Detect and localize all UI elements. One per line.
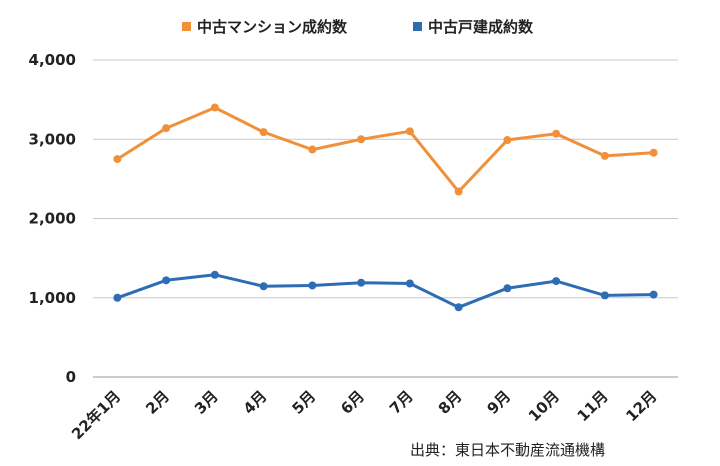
data-point-0 bbox=[210, 103, 219, 112]
y-tick-label: 4,000 bbox=[29, 51, 76, 69]
x-tick-label: 12月 bbox=[622, 387, 660, 425]
x-axis-ticks: 22年1月 2月 3月 4月 5月 6月 7月 8月 9月 10月 11月 12月 bbox=[68, 387, 660, 443]
data-point-0 bbox=[357, 135, 366, 144]
x-tick-label: 11月 bbox=[574, 387, 612, 425]
data-point-1 bbox=[357, 278, 366, 287]
data-point-1 bbox=[259, 282, 268, 291]
y-tick-label: 0 bbox=[66, 368, 76, 386]
x-tick-label: 4月 bbox=[240, 387, 271, 418]
x-tick-label: 9月 bbox=[483, 387, 514, 418]
x-tick-label: 22年1月 bbox=[68, 387, 124, 443]
y-axis-ticks: 4,000 3,000 2,000 1,000 0 bbox=[29, 51, 76, 386]
data-point-1 bbox=[308, 281, 317, 290]
data-point-0 bbox=[113, 155, 122, 164]
legend-swatch-house bbox=[413, 22, 422, 31]
data-point-1 bbox=[113, 293, 122, 302]
y-tick-label: 1,000 bbox=[29, 289, 76, 307]
data-point-0 bbox=[552, 129, 561, 138]
data-point-0 bbox=[259, 128, 268, 137]
data-point-0 bbox=[503, 136, 512, 145]
x-tick-label: 8月 bbox=[435, 387, 466, 418]
y-tick-label: 2,000 bbox=[29, 210, 76, 228]
data-point-0 bbox=[308, 145, 317, 154]
data-point-1 bbox=[552, 277, 561, 286]
data-point-0 bbox=[649, 148, 658, 157]
legend: 中古マンション成約数 中古戸建成約数 bbox=[182, 18, 534, 36]
x-tick-label: 7月 bbox=[386, 387, 417, 418]
data-point-0 bbox=[405, 127, 414, 136]
x-tick-label: 3月 bbox=[191, 387, 222, 418]
x-tick-label: 2月 bbox=[142, 387, 173, 418]
y-tick-label: 3,000 bbox=[29, 130, 76, 148]
data-point-0 bbox=[454, 187, 463, 196]
data-point-1 bbox=[503, 284, 512, 293]
data-point-1 bbox=[162, 276, 171, 285]
legend-swatch-mansion bbox=[182, 22, 191, 31]
x-tick-label: 6月 bbox=[337, 387, 368, 418]
x-tick-label: 10月 bbox=[525, 387, 563, 425]
data-point-1 bbox=[600, 291, 609, 300]
gridlines bbox=[93, 59, 678, 378]
data-point-1 bbox=[649, 290, 658, 299]
series-line-1 bbox=[115, 273, 656, 309]
series-lines bbox=[113, 103, 658, 312]
legend-label-mansion: 中古マンション成約数 bbox=[197, 18, 348, 36]
series-line-0 bbox=[115, 106, 656, 194]
data-point-0 bbox=[162, 124, 171, 133]
data-point-1 bbox=[405, 279, 414, 288]
source-note: 出典：東日本不動産流通機構 bbox=[410, 441, 605, 459]
data-point-0 bbox=[600, 151, 609, 160]
data-point-1 bbox=[210, 270, 219, 279]
x-tick-label: 5月 bbox=[288, 387, 319, 418]
legend-label-house: 中古戸建成約数 bbox=[428, 18, 534, 36]
data-point-1 bbox=[454, 303, 463, 312]
